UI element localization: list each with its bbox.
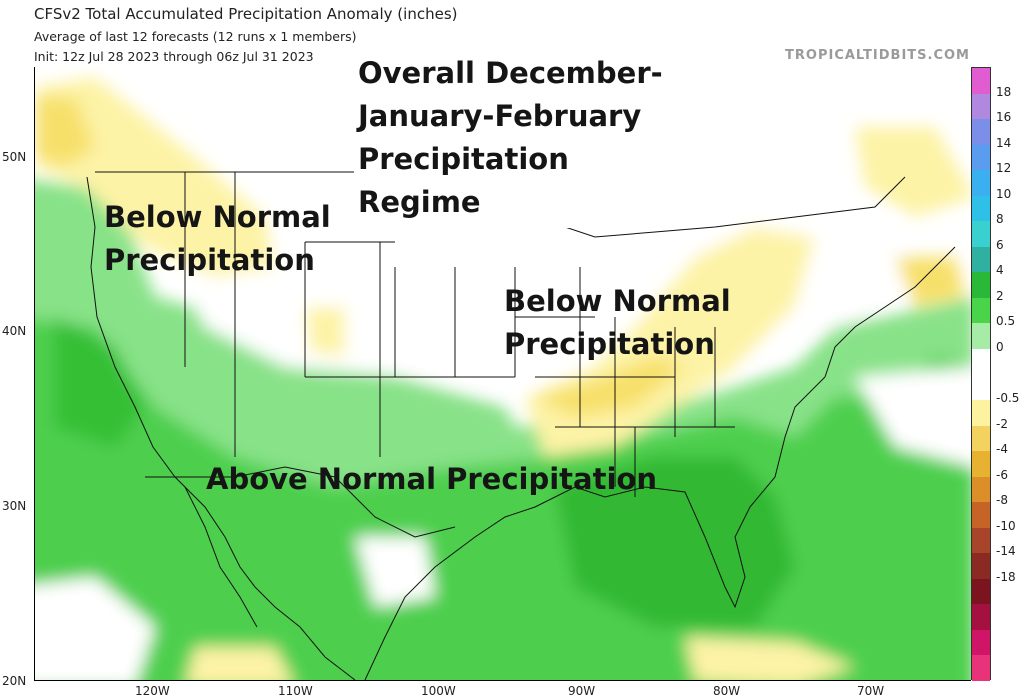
map-title: CFSv2 Total Accumulated Precipitation An… bbox=[34, 5, 458, 23]
colorbar-segment bbox=[972, 502, 990, 529]
below-normal-area-pacific bbox=[186, 647, 292, 680]
colorbar-segment bbox=[972, 170, 990, 197]
anomaly-shading bbox=[35, 77, 971, 680]
annotation-overall-line-3: Precipitation bbox=[358, 142, 569, 176]
above-normal-coast-max bbox=[55, 317, 145, 447]
colorbar-segment bbox=[972, 578, 990, 605]
colorbar-label: 10 bbox=[996, 186, 1012, 201]
lon-label-90w: 90W bbox=[568, 684, 596, 698]
colorbar-segment bbox=[972, 348, 990, 375]
colorbar-segment bbox=[972, 425, 990, 452]
colorbar-label: 0.5 bbox=[996, 314, 1016, 329]
colorbar-label: -2 bbox=[996, 416, 1008, 431]
annotation-pacific-northwest: Below Normal Precipitation bbox=[104, 196, 331, 282]
colorbar-label: -0.5 bbox=[996, 391, 1020, 406]
map-subtitle-init: Init: 12z Jul 28 2023 through 06z Jul 31… bbox=[34, 49, 314, 64]
colorbar-segment bbox=[972, 604, 990, 631]
annotation-pnw-line-1: Below Normal bbox=[104, 200, 331, 234]
colorbar-segment bbox=[972, 246, 990, 273]
annotation-ohio-valley: Below Normal Precipitation bbox=[504, 280, 731, 366]
colorbar-label: 8 bbox=[996, 212, 1004, 227]
colorbar-label: 0 bbox=[996, 339, 1004, 354]
lon-label-70w: 70W bbox=[857, 684, 885, 698]
colorbar-segment bbox=[972, 195, 990, 222]
below-normal-area-canada bbox=[855, 127, 971, 217]
colorbar-segment bbox=[972, 144, 990, 171]
colorbar-segment bbox=[972, 323, 990, 350]
colorbar-segment bbox=[972, 451, 990, 478]
lon-label-120w: 120W bbox=[135, 684, 170, 698]
east-coastline bbox=[824, 246, 956, 378]
colorbar-label: -14 bbox=[996, 544, 1016, 559]
lat-label-50n: 50N bbox=[2, 150, 27, 164]
annotation-overall-line-4: Regime bbox=[358, 185, 481, 219]
us-mexico-border bbox=[145, 466, 456, 538]
west-coastline bbox=[86, 176, 356, 680]
annotation-pnw-line-2: Precipitation bbox=[104, 243, 315, 277]
colorbar-label: 16 bbox=[996, 110, 1012, 125]
colorbar-segment bbox=[972, 297, 990, 324]
gulf-coastline bbox=[364, 376, 826, 680]
colorbar-segment bbox=[972, 400, 990, 427]
colorbar-label: -10 bbox=[996, 518, 1016, 533]
baja-coastline bbox=[184, 486, 258, 628]
map-subtitle-ensemble: Average of last 12 forecasts (12 runs x … bbox=[34, 29, 357, 44]
annotation-ohio-line-2: Precipitation bbox=[504, 327, 715, 361]
above-normal-area-max bbox=[555, 457, 795, 627]
colorbar-label: 18 bbox=[996, 84, 1012, 99]
colorbar-label: 14 bbox=[996, 135, 1012, 150]
colorbar-segment bbox=[972, 221, 990, 248]
lat-label-30n: 30N bbox=[2, 499, 27, 513]
annotation-southern-tier: Above Normal Precipitation bbox=[206, 462, 657, 496]
colorbar-label: -4 bbox=[996, 442, 1008, 457]
colorbar-segment bbox=[972, 527, 990, 554]
colorbar-label: 4 bbox=[996, 263, 1004, 278]
state-lines bbox=[184, 172, 735, 497]
colorbar-segment bbox=[972, 629, 990, 656]
colorbar-label: -8 bbox=[996, 493, 1008, 508]
colorbar-segment bbox=[972, 119, 990, 146]
site-credit: TROPICALTIDBITS.COM bbox=[785, 48, 970, 63]
colorbar-segment bbox=[972, 272, 990, 299]
lon-label-110w: 110W bbox=[278, 684, 313, 698]
lon-label-80w: 80W bbox=[713, 684, 741, 698]
colorbar-label: 6 bbox=[996, 237, 1004, 252]
near-normal-area-plains bbox=[165, 237, 555, 397]
below-normal-area-ohio-core bbox=[535, 357, 685, 417]
colorbar-segment bbox=[972, 93, 990, 120]
colorbar-label: 12 bbox=[996, 161, 1012, 176]
below-normal-area-rockies bbox=[305, 307, 345, 357]
lat-label-20n: 20N bbox=[2, 674, 27, 688]
colorbar-label: -6 bbox=[996, 467, 1008, 482]
near-normal-area-atlantic bbox=[855, 367, 971, 466]
colorbar-label: 2 bbox=[996, 288, 1004, 303]
annotation-overall-line-2: January-February bbox=[358, 99, 642, 133]
colorbar-segment bbox=[972, 476, 990, 503]
near-normal-area-mexico bbox=[355, 537, 435, 607]
colorbar-segment bbox=[972, 655, 990, 682]
colorbar bbox=[971, 67, 991, 682]
colorbar-segment bbox=[972, 68, 990, 95]
colorbar-segment bbox=[972, 553, 990, 580]
lat-label-40n: 40N bbox=[2, 324, 27, 338]
below-normal-area-pnw-core bbox=[35, 97, 95, 167]
annotation-ohio-line-1: Below Normal bbox=[504, 284, 731, 318]
lon-label-100w: 100W bbox=[421, 684, 456, 698]
colorbar-label: -18 bbox=[996, 569, 1016, 584]
annotation-overall-line-1: Overall December- bbox=[358, 56, 663, 90]
below-normal-area-maritimes bbox=[895, 257, 965, 307]
colorbar-segment bbox=[972, 374, 990, 401]
below-normal-area-pnw bbox=[35, 77, 275, 277]
below-normal-area-caribbean bbox=[685, 637, 855, 680]
annotation-overall-regime: Overall December- January-February Preci… bbox=[354, 52, 671, 228]
near-normal-area-pacific bbox=[35, 577, 155, 680]
